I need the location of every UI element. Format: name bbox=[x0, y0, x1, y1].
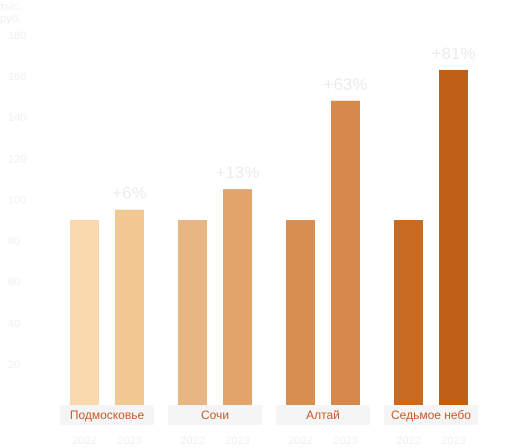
y-tick-label: 40 bbox=[8, 318, 20, 330]
bar bbox=[70, 220, 99, 405]
category-label: Сочи bbox=[201, 408, 229, 422]
y-axis-ticks: 20 40 60 80 100 120 140 160 180 bbox=[8, 30, 26, 371]
year-label: 2022 bbox=[288, 435, 312, 447]
y-axis-unit-label: тыс. руб. bbox=[0, 1, 22, 25]
y-tick-label: 180 bbox=[8, 30, 26, 42]
y-tick-label: 60 bbox=[8, 277, 20, 289]
year-label: 2023 bbox=[225, 435, 249, 447]
bar bbox=[394, 220, 423, 405]
year-label: 2022 bbox=[72, 435, 96, 447]
y-tick-label: 100 bbox=[8, 194, 26, 206]
y-tick-label: 140 bbox=[8, 112, 26, 124]
growth-labels: +6% +13% +63% +81% bbox=[112, 44, 475, 203]
bars bbox=[70, 69, 468, 406]
year-label: 2023 bbox=[441, 435, 465, 447]
growth-label: +81% bbox=[432, 44, 476, 63]
category-label: Алтай bbox=[306, 408, 340, 422]
category-label-bg bbox=[276, 405, 370, 425]
year-label: 2023 bbox=[333, 435, 357, 447]
year-label: 2022 bbox=[396, 435, 420, 447]
bar bbox=[115, 209, 144, 405]
category-labels: Подмосковье Сочи Алтай Седьмое небо bbox=[60, 405, 478, 425]
bar bbox=[439, 69, 468, 405]
bar bbox=[178, 220, 207, 405]
y-tick-label: 160 bbox=[8, 71, 26, 83]
category-label-bg bbox=[168, 405, 262, 425]
category-label-bg bbox=[384, 405, 478, 425]
y-tick-label: 80 bbox=[8, 236, 20, 248]
growth-label: +63% bbox=[324, 75, 368, 94]
bar bbox=[223, 189, 252, 405]
year-label: 2023 bbox=[117, 435, 141, 447]
year-label: 2022 bbox=[180, 435, 204, 447]
growth-label: +13% bbox=[216, 163, 260, 182]
category-label: Седьмое небо bbox=[391, 408, 471, 422]
category-label: Подмосковье bbox=[70, 408, 145, 422]
y-axis-unit-label-line-1: тыс. bbox=[0, 1, 22, 13]
year-labels: 2022 2023 2022 2023 2022 2023 2022 2023 bbox=[72, 435, 465, 447]
y-tick-label: 20 bbox=[8, 359, 20, 371]
category-label-bg bbox=[60, 405, 154, 425]
bar bbox=[331, 100, 360, 406]
y-axis-unit-label-line-2: руб. bbox=[0, 13, 21, 25]
y-tick-label: 120 bbox=[8, 153, 26, 165]
growth-label: +6% bbox=[112, 184, 147, 203]
bar bbox=[286, 220, 315, 405]
